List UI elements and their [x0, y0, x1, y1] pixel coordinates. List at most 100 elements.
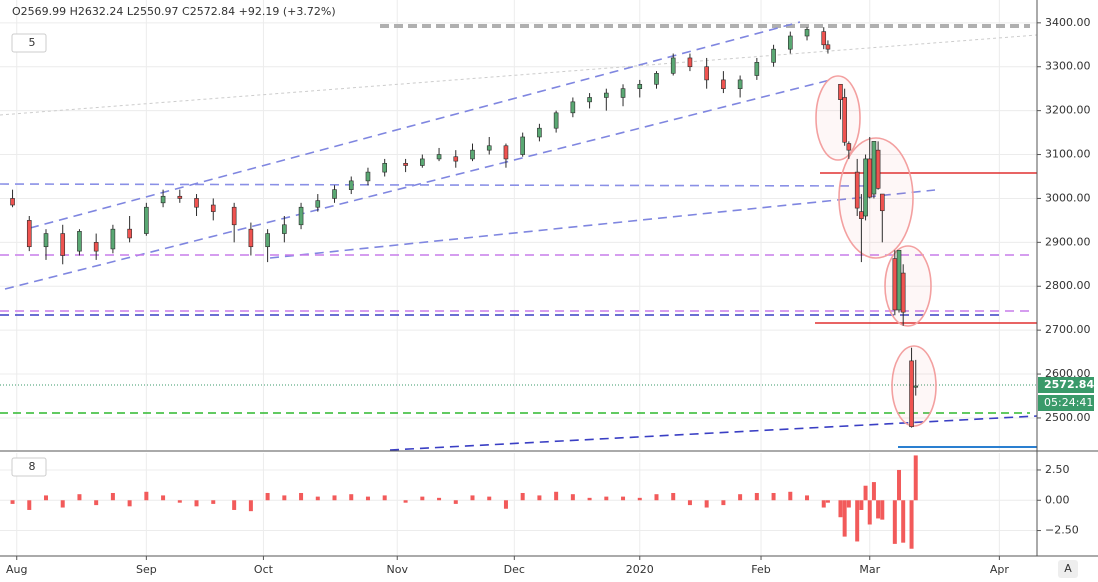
y-tick-label: 0.00: [1045, 493, 1070, 506]
histogram-bar: [805, 495, 810, 501]
candle-body: [60, 233, 66, 256]
candle-body: [194, 198, 199, 208]
candle-body: [804, 29, 810, 37]
y-tick-label: −2.50: [1045, 524, 1079, 537]
histogram-bar: [825, 500, 830, 503]
candle-body: [348, 180, 354, 190]
candle-body: [821, 31, 827, 46]
candle-body: [43, 233, 49, 248]
candle-body: [231, 206, 237, 226]
histogram-bar: [554, 491, 559, 501]
auto-scale-button[interactable]: [1058, 560, 1078, 578]
trend-line: [389, 415, 1038, 451]
series-badge: [11, 33, 47, 53]
support-line: [0, 183, 871, 187]
candle-body: [110, 228, 116, 250]
candle-body: [298, 206, 304, 226]
trend-line: [269, 189, 936, 259]
candle-body: [846, 143, 852, 151]
candle-body: [867, 158, 873, 198]
x-tick-label: 2020: [626, 563, 654, 576]
histogram-bar: [842, 500, 847, 537]
candle-body: [210, 204, 216, 212]
candle-body: [453, 156, 459, 162]
candle-body: [896, 249, 902, 311]
histogram-bar: [161, 495, 166, 501]
trend-line: [29, 21, 801, 229]
histogram-bar: [570, 494, 575, 501]
candle-body: [913, 385, 919, 388]
timer-tag: [1038, 395, 1094, 411]
histogram-bar: [437, 497, 442, 501]
histogram-bar: [654, 494, 659, 501]
candle-body: [520, 136, 525, 155]
histogram-bar: [520, 492, 525, 501]
candle-body: [620, 88, 626, 98]
price-tag-label: 2572.84: [1044, 378, 1094, 391]
histogram-bar: [365, 496, 370, 501]
histogram-bar: [897, 469, 902, 501]
indicator-badge-label: 8: [29, 460, 36, 473]
ohlc-legend: O2569.99 H2632.24 L2550.97 C2572.84 +92.…: [12, 5, 336, 18]
histogram-bar: [299, 492, 304, 501]
histogram-bar: [453, 500, 458, 504]
x-tick-label: Apr: [990, 563, 1010, 576]
candle-body: [909, 360, 914, 428]
histogram-bar: [909, 500, 914, 549]
histogram-bar: [880, 500, 885, 520]
x-tick-label: Oct: [254, 563, 274, 576]
marks: [10, 27, 919, 549]
histogram-bar: [332, 495, 337, 501]
candle-body: [553, 112, 559, 129]
series-badge-label: 5: [29, 36, 36, 49]
candle-body: [787, 35, 793, 50]
histogram-bar: [43, 495, 48, 501]
y-tick-label: 2900.00: [1045, 235, 1091, 248]
x-tick-label: Aug: [6, 563, 27, 576]
x-tick-label: Feb: [751, 563, 770, 576]
auto-scale-label[interactable]: A: [1064, 562, 1072, 575]
trend-line: [0, 34, 1038, 116]
candle-body: [93, 242, 99, 252]
histogram-bar: [177, 500, 182, 503]
histogram-bar: [859, 500, 864, 510]
histogram-bar: [282, 495, 287, 501]
indicator-badge: [11, 457, 47, 477]
candle-body: [77, 231, 82, 252]
candle-body: [420, 158, 425, 166]
candle-body: [670, 57, 676, 74]
candle-body: [537, 127, 542, 138]
candle-body: [871, 141, 877, 195]
histogram-bar: [470, 495, 475, 501]
candle-body: [503, 145, 509, 160]
histogram-bar: [127, 500, 132, 507]
y-tick-label: 3200.00: [1045, 104, 1091, 117]
histogram-bar: [144, 491, 149, 501]
histogram-bar: [771, 492, 776, 501]
candle-body: [144, 206, 149, 234]
labels: 2500.00 2600.00 2700.00 2800.00 2900.00 3000.…: [6, 16, 1091, 576]
timer-tag-label: 05:24:41: [1044, 396, 1093, 409]
candle-body: [875, 149, 881, 189]
histogram-bar: [10, 500, 15, 504]
histogram-bar: [913, 455, 918, 501]
histogram-bar: [382, 495, 387, 501]
candle-body: [403, 163, 408, 166]
candle-body: [838, 83, 843, 100]
candle-body: [160, 195, 166, 204]
candle-body: [825, 44, 831, 50]
highlight-ellipse: [884, 245, 932, 327]
candle-body: [177, 195, 183, 199]
x-tick-label: Sep: [136, 563, 157, 576]
histogram-bar: [604, 496, 609, 501]
candle-body: [842, 97, 847, 143]
histogram-bar: [863, 485, 868, 501]
candle-body: [570, 101, 576, 114]
candle-body: [332, 189, 337, 199]
y-tick-label: 2500.00: [1045, 411, 1091, 424]
histogram-bar: [487, 496, 492, 501]
candle-body: [854, 171, 860, 209]
candle-body: [587, 97, 592, 103]
